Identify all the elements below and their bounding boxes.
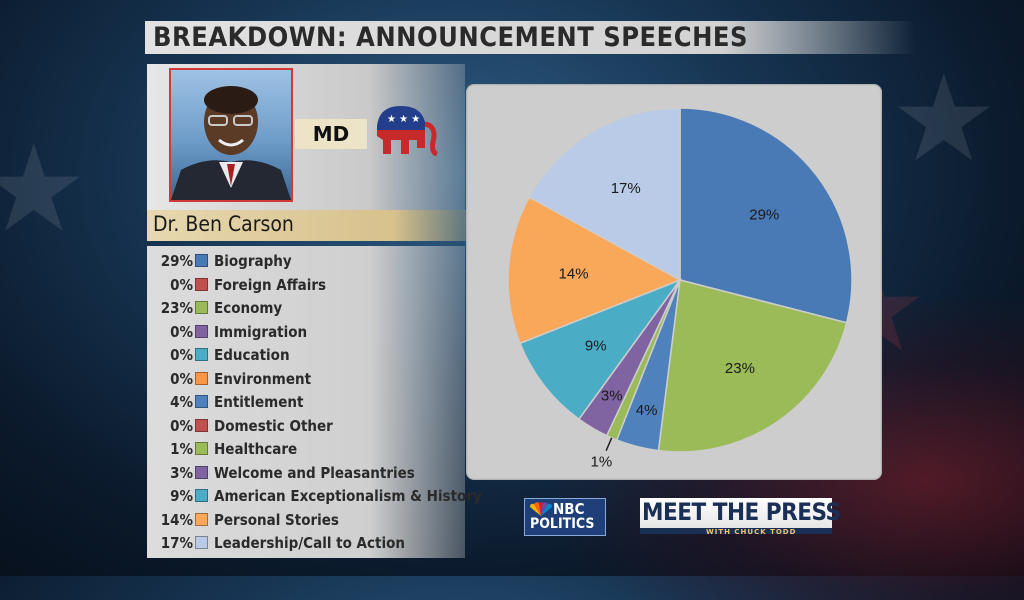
legend-item: 14% Personal Stories (147, 510, 465, 530)
pie-slice (528, 107, 681, 282)
background-star-icon: ★ (0, 120, 88, 259)
legend-item: 3% Welcome and Pleasantries (147, 463, 465, 483)
legend-swatch (195, 442, 208, 455)
background-star-icon: ★ (890, 50, 998, 189)
pie-slice (657, 279, 848, 453)
legend-swatch (195, 465, 208, 479)
pie-data-label: 1% (591, 454, 613, 471)
chart-legend: 29% Biography 0% Foreign Affairs 23% Economy 0… (147, 246, 482, 558)
republican-elephant-icon: ★ ★ ★ (377, 106, 439, 157)
show-title: MEET THE PRESS (642, 498, 841, 526)
legend-percent: 0% (170, 322, 193, 341)
pie-slice (507, 196, 682, 345)
pie-slice (519, 278, 683, 421)
politics-wordmark: POLITICS (530, 516, 595, 532)
pie-slice (679, 107, 853, 324)
legend-percent: 0% (170, 416, 193, 435)
legend-label: American Exceptionalism & History (214, 487, 482, 505)
legend-swatch (195, 395, 208, 408)
legend-item: 0% Education (147, 345, 465, 365)
legend-item: 17% Leadership/Call to Action (147, 533, 465, 553)
legend-label: Environment (214, 369, 312, 388)
pie-data-label: 23% (725, 360, 755, 377)
legend-swatch (195, 324, 208, 338)
svg-text:★ ★ ★: ★ ★ ★ (387, 114, 420, 125)
legend-label: Personal Stories (214, 510, 339, 529)
legend-percent: 0% (170, 346, 193, 364)
legend-swatch (195, 277, 208, 291)
meet-the-press-logo: MEET THE PRESS WITH CHUCK TODD (640, 498, 841, 536)
title-bar: BREAKDOWN: ANNOUNCEMENT SPEECHES (145, 21, 915, 54)
pie-data-label: 14% (559, 265, 589, 282)
legend-label: Immigration (214, 322, 308, 341)
legend-item: 0% Environment (147, 369, 465, 389)
legend-percent: 3% (170, 463, 193, 482)
legend-item: 29% Biography (147, 251, 465, 271)
pie-chart: 29% 23% 4% 1% 3% 9% 14% 17% (507, 107, 853, 471)
pie-data-label: 4% (636, 402, 658, 419)
portrait-illustration (171, 86, 291, 200)
pie-data-label: 17% (611, 180, 641, 197)
pie-data-label: 3% (601, 387, 623, 404)
legend-label: Biography (214, 252, 292, 270)
legend-swatch (195, 418, 208, 432)
nbc-politics-logo: NBC POLITICS (524, 498, 606, 536)
legend-swatch (195, 536, 208, 549)
legend-percent: 14% (160, 510, 193, 529)
legend-percent: 0% (170, 275, 193, 294)
legend-item: 0% Domestic Other (147, 416, 465, 436)
legend-swatch (195, 254, 208, 267)
legend-label: Domestic Other (214, 416, 333, 435)
legend-item: 0% Immigration (147, 322, 465, 342)
legend-percent: 23% (160, 299, 193, 317)
pie-label-leader (605, 437, 613, 452)
legend-percent: 29% (160, 252, 193, 270)
legend-label: Education (214, 346, 290, 364)
legend-swatch (195, 301, 208, 314)
pie-data-label: 29% (749, 207, 779, 224)
legend-percent: 1% (170, 440, 193, 458)
legend-item: 0% Foreign Affairs (147, 275, 465, 295)
legend-swatch (195, 348, 208, 361)
pie-data-label: 9% (585, 337, 607, 354)
legend-item: 9% American Exceptionalism & History (147, 486, 482, 506)
candidate-name: Dr. Ben Carson (153, 212, 294, 236)
show-subtitle: WITH CHUCK TODD (706, 528, 797, 536)
candidate-photo (169, 68, 293, 202)
nbc-wordmark: NBC (553, 500, 585, 518)
candidate-name-bar: Dr. Ben Carson (147, 210, 477, 241)
legend-swatch (195, 371, 208, 385)
legend-label: Economy (214, 299, 283, 317)
page-title: BREAKDOWN: ANNOUNCEMENT SPEECHES (153, 22, 748, 53)
legend-item: 23% Economy (147, 298, 465, 318)
legend-swatch (195, 512, 208, 526)
pie-chart-panel: 29% 23% 4% 1% 3% 9% 14% 17% (466, 84, 882, 480)
legend-label: Leadership/Call to Action (214, 534, 405, 552)
candidate-panel: MD ★ ★ ★ (147, 64, 465, 210)
legend-percent: 9% (170, 487, 193, 505)
legend-percent: 0% (170, 369, 193, 388)
legend-percent: 4% (170, 393, 193, 411)
legend-percent: 17% (160, 534, 193, 552)
legend-label: Healthcare (214, 440, 298, 458)
state-label: MD (295, 119, 367, 149)
peacock-icon (530, 502, 552, 516)
legend-label: Welcome and Pleasantries (214, 463, 415, 482)
legend-label: Entitlement (214, 393, 304, 411)
legend-item: 1% Healthcare (147, 439, 465, 459)
legend-item: 4% Entitlement (147, 392, 465, 412)
legend-swatch (195, 489, 208, 502)
legend-label: Foreign Affairs (214, 275, 327, 294)
